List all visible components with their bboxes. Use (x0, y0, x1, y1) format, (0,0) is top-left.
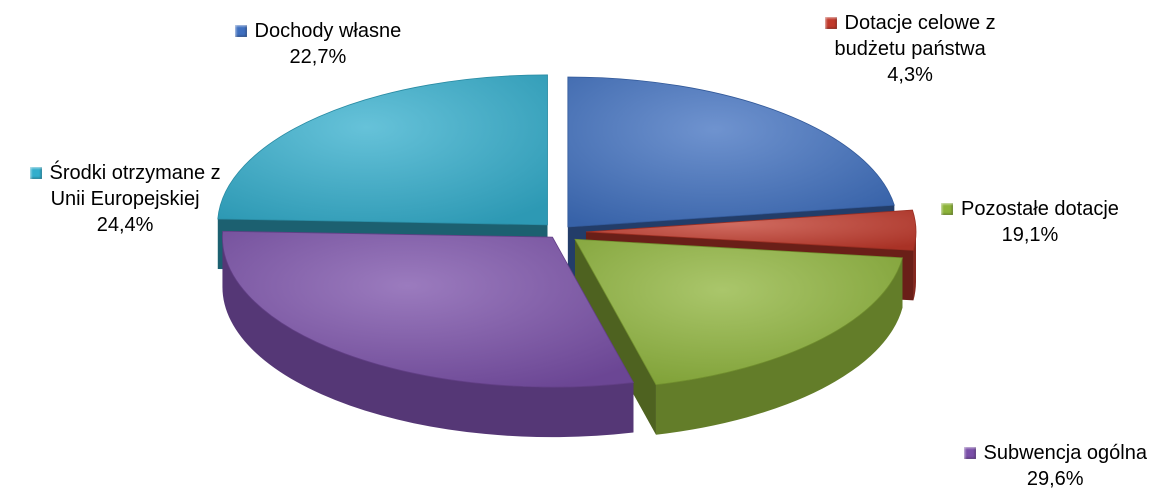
slice-value-label: 4,3% (887, 64, 933, 86)
slice-label-4: Środki otrzymane z Unii Europejskiej 24,4% (29, 160, 221, 238)
pie-slice-1 (585, 209, 917, 251)
slice-name: Pozostałe dotacje (961, 198, 1119, 220)
slice-value-label: 29,6% (1026, 468, 1084, 490)
slice-name: budżetu państwa (834, 38, 986, 60)
legend-swatch (963, 447, 976, 459)
slice-side-wall (655, 257, 903, 435)
slice-label-3: Subwencja ogólna 29,6% (963, 440, 1147, 492)
slice-name: Unii Europejskiej (50, 188, 200, 210)
slice-name: Środki otrzymane z (49, 162, 221, 184)
slice-label-2: Pozostałe dotacje 19,1% (941, 196, 1119, 248)
legend-swatch (29, 167, 42, 179)
slice-label-0: Dochody własne 22,7% (234, 18, 402, 70)
legend-swatch (234, 25, 247, 37)
pie-slice-0 (567, 76, 895, 228)
slice-cut-face (574, 239, 656, 435)
slice-value-label: 22,7% (289, 46, 347, 68)
slice-name: Subwencja ogólna (983, 442, 1147, 464)
pie-slice-2 (574, 238, 903, 386)
slice-value-label: 19,1% (1001, 224, 1059, 246)
slice-name: Dochody własne (254, 20, 402, 42)
slice-value-label: 24,4% (96, 214, 154, 236)
slice-name: Dotacje celowe z (844, 12, 996, 34)
legend-swatch (824, 17, 837, 29)
slice-label-1: Dotacje celowe z budżetu państwa 4,3% (824, 10, 996, 88)
legend-swatch (941, 203, 953, 215)
pie-slice-3 (222, 230, 635, 388)
pie-slice-4 (217, 74, 548, 226)
